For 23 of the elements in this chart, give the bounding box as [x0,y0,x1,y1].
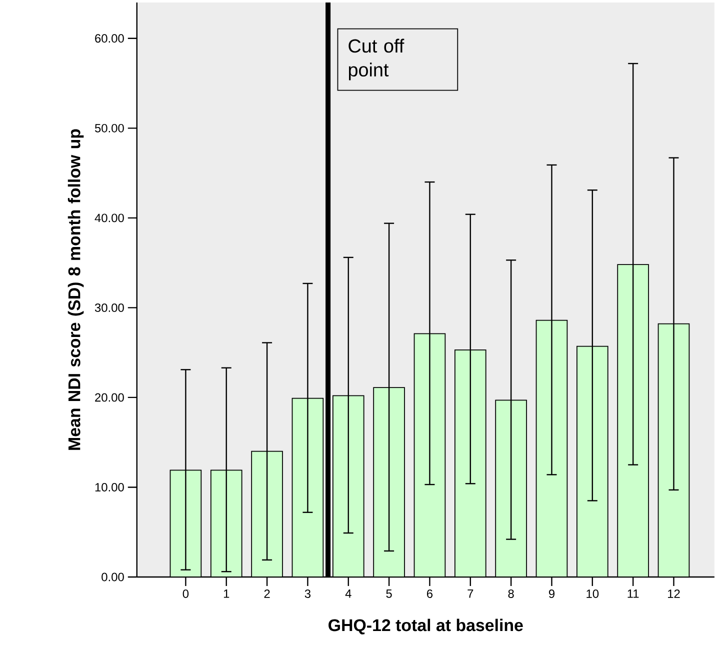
x-tick-label: 10 [586,590,599,598]
y-tick-label: 10.00 [95,483,124,492]
y-tick-label: 60.00 [95,34,124,43]
y-tick-label: 20.00 [95,393,124,402]
x-tick-label: 5 [386,590,392,598]
x-tick-label: 3 [304,590,310,598]
x-tick-label: 12 [668,590,680,598]
x-tick-label: 9 [548,590,554,598]
y-tick-label: 40.00 [94,214,124,222]
x-tick-label: 8 [508,590,514,598]
x-axis-title: GHQ-12 total at baseline [328,618,523,634]
annotation: Cut off point [348,38,404,80]
x-tick-label: 4 [345,590,352,598]
x-tick-label: 1 [224,590,230,598]
x-tick-label: 6 [427,590,433,598]
y-tick-label: 0.00 [102,572,124,582]
x-tick-label: 7 [468,590,474,598]
y-tick-label: 50.00 [94,124,124,132]
x-tick-label: 2 [264,590,270,598]
y-axis-title: Mean NDI score (SD) 8 month follow up [68,129,84,450]
x-tick-label: 11 [628,590,639,598]
x-tick-label: 0 [182,590,189,598]
y-tick-label: 30.00 [94,304,124,312]
